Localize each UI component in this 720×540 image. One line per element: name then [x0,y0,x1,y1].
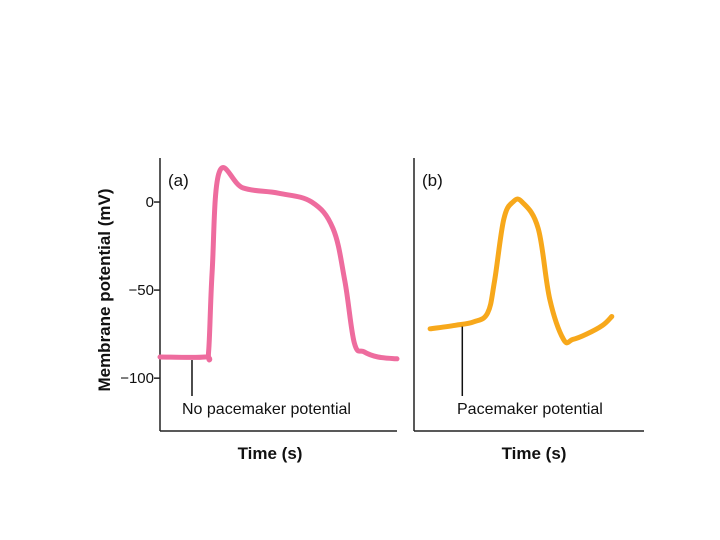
panel-a-ticks: 0 −50 −100 [120,194,160,387]
panel-b-annotation: Pacemaker potential [457,326,603,418]
panel-b-x-axis-title: Time (s) [502,444,567,463]
y-tick-label: 0 [146,194,154,211]
series-line-panel-b [427,196,615,346]
panel-a-series [157,165,400,363]
panel-b-series [427,196,615,346]
panel-b: (b) Pacemaker potential Time (s) [413,158,644,463]
y-axis-title: Membrane potential (mV) [95,188,114,391]
panel-b-background [414,158,644,431]
panel-a-background [160,158,397,431]
panel-a: 0 −50 −100 (a) No pacemaker potential Time… [120,158,400,463]
panel-a-annotation-text: No pacemaker potential [182,401,351,418]
series-line-panel-a [157,165,400,363]
panel-a-label: (a) [168,171,189,190]
panel-b-label: (b) [422,171,443,190]
panel-a-annotation: No pacemaker potential [182,360,351,418]
panel-b-annotation-text: Pacemaker potential [457,401,603,418]
y-tick-label: −100 [120,370,154,387]
y-tick-label: −50 [129,282,154,299]
panel-a-x-axis-title: Time (s) [238,444,303,463]
